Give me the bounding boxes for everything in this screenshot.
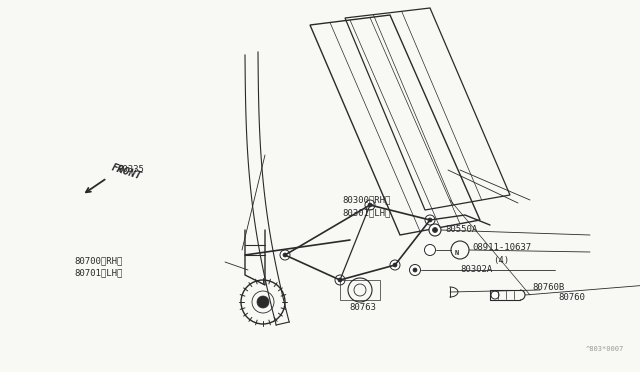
- Circle shape: [390, 260, 400, 270]
- Circle shape: [283, 253, 287, 257]
- Text: FRONT: FRONT: [110, 163, 143, 182]
- Circle shape: [368, 203, 372, 207]
- Circle shape: [365, 200, 375, 210]
- Circle shape: [425, 215, 435, 225]
- Text: 80302A: 80302A: [460, 264, 492, 273]
- Text: 80300〈RH〉: 80300〈RH〉: [342, 196, 390, 205]
- Circle shape: [338, 278, 342, 282]
- Circle shape: [491, 291, 499, 299]
- Text: N: N: [454, 250, 459, 256]
- Circle shape: [424, 244, 435, 256]
- Circle shape: [428, 218, 432, 222]
- Text: 80550A: 80550A: [445, 225, 477, 234]
- Text: ^803*0007: ^803*0007: [586, 346, 624, 352]
- Text: 80700〈RH〉: 80700〈RH〉: [74, 257, 122, 266]
- Text: 80301〈LH〉: 80301〈LH〉: [342, 208, 390, 218]
- Circle shape: [410, 264, 420, 276]
- Circle shape: [335, 275, 345, 285]
- Text: 80760: 80760: [558, 292, 585, 301]
- Text: 08911-10637: 08911-10637: [472, 244, 531, 253]
- Circle shape: [429, 224, 441, 236]
- Text: 80760B: 80760B: [532, 283, 564, 292]
- Circle shape: [433, 228, 438, 232]
- Text: 80701〈LH〉: 80701〈LH〉: [74, 269, 122, 278]
- Text: (4): (4): [493, 257, 509, 266]
- Circle shape: [393, 263, 397, 267]
- Circle shape: [413, 268, 417, 272]
- Circle shape: [280, 250, 290, 260]
- Text: 80763: 80763: [349, 304, 376, 312]
- Text: 80335: 80335: [117, 166, 144, 174]
- Circle shape: [257, 296, 269, 308]
